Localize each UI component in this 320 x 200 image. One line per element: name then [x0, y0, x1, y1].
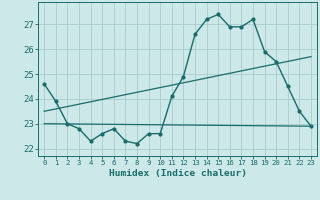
X-axis label: Humidex (Indice chaleur): Humidex (Indice chaleur): [108, 169, 247, 178]
